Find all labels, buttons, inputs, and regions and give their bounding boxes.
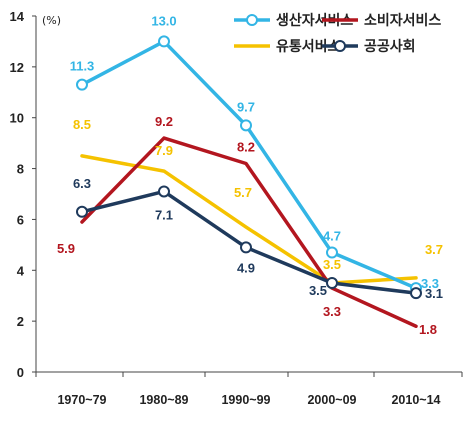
y-axis: 0 2 4 6 8 10 12 14: [10, 9, 37, 380]
data-label: 8.5: [73, 117, 91, 132]
data-point: [158, 35, 170, 48]
x-tick-label: 2000~09: [307, 393, 356, 407]
data-label: 11.3: [70, 59, 95, 74]
data-point: [158, 185, 170, 198]
data-label: 4.7: [323, 228, 341, 243]
data-label: 5.7: [234, 185, 252, 200]
data-label: 8.2: [237, 139, 255, 154]
data-label: 13.0: [151, 13, 176, 28]
series-line: [80, 136, 418, 328]
data-label: 3.7: [425, 242, 443, 257]
y-tick-label: 8: [17, 162, 24, 177]
data-label: 3.1: [425, 286, 443, 301]
y-tick-label: 6: [17, 212, 24, 227]
y-tick-label: 4: [17, 263, 25, 278]
data-label: 9.7: [237, 99, 255, 114]
data-point: [76, 205, 88, 218]
data-point: [410, 287, 422, 300]
x-tick-label: 1980~89: [139, 393, 188, 407]
data-label: 7.1: [155, 207, 173, 222]
data-label: 4.9: [237, 260, 255, 275]
data-point: [326, 246, 338, 259]
legend-label: 유통서비스: [276, 39, 341, 55]
legend-label: 생산자서비스: [276, 12, 353, 29]
y-tick-label: 0: [17, 365, 24, 380]
x-tick-label: 1970~79: [57, 393, 106, 407]
data-point: [240, 241, 252, 254]
data-label: 3.5: [309, 283, 327, 298]
y-tick-label: 2: [17, 314, 24, 329]
y-tick-label: 12: [10, 60, 24, 75]
y-tick-label: 10: [10, 111, 24, 126]
x-axis: 1970~79 1980~89 1990~99 2000~09 2010~14: [35, 371, 463, 407]
x-tick-label: 2010~14: [391, 393, 440, 407]
legend-swatch-marker: [334, 40, 346, 52]
data-point: [326, 277, 338, 289]
data-label: 3.3: [421, 276, 439, 291]
data-point: [76, 78, 88, 91]
data-point: [240, 119, 252, 132]
data-labels: 11.3 13.0 9.7 4.7 3.3 5.9 9.2 8.2 3.3 1.8 8.5 7.9 5.…: [57, 13, 443, 337]
series-markers: [76, 35, 422, 300]
data-label: 3.3: [323, 304, 341, 319]
data-label: 3.5: [323, 257, 341, 272]
data-label: 1.8: [419, 322, 437, 337]
x-tick-label: 1990~99: [221, 393, 270, 407]
data-label: 5.9: [57, 241, 75, 256]
legend-label: 소비자서비스: [364, 13, 441, 29]
legend-label: 공공사회: [364, 39, 416, 55]
data-label: 7.9: [155, 143, 173, 158]
data-label: 9.2: [155, 114, 173, 129]
y-tick-label: 14: [10, 9, 25, 24]
legend-swatch-marker: [246, 14, 258, 26]
unit-label: (%): [42, 14, 61, 27]
data-label: 6.3: [73, 176, 91, 191]
